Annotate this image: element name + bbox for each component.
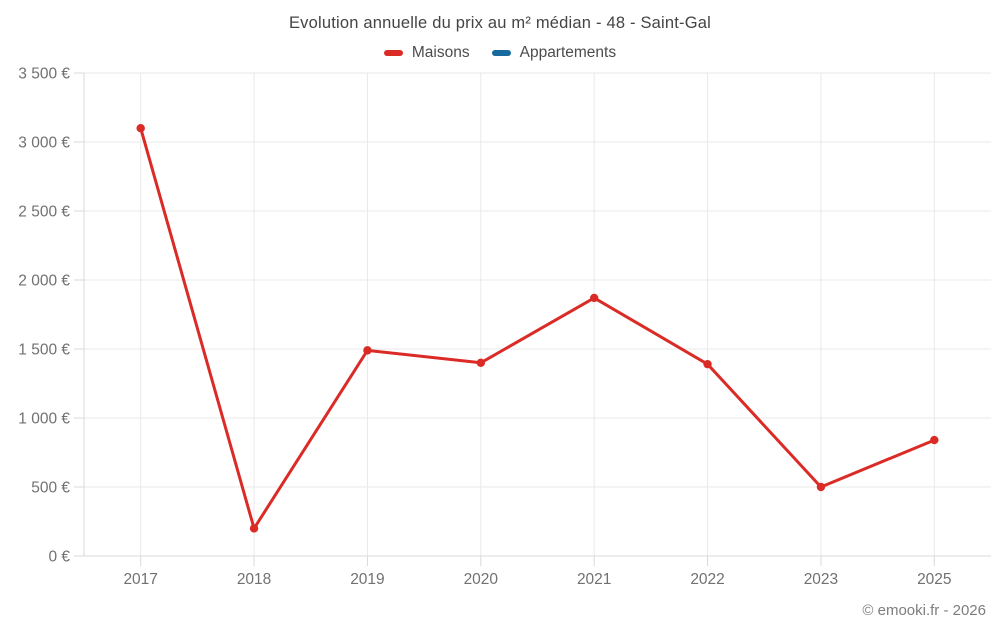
x-tick-label: 2025	[917, 571, 951, 588]
x-tick-label: 2018	[237, 571, 271, 588]
y-tick-label: 0 €	[48, 549, 70, 566]
data-point-maisons-2022	[703, 359, 712, 369]
maisons-swatch-icon	[383, 50, 403, 56]
y-tick-label: 2 500 €	[18, 204, 70, 221]
legend-item-appartements[interactable]: Appartements	[491, 44, 617, 62]
appartements-swatch-icon	[491, 50, 511, 56]
data-point-maisons-2018	[249, 524, 259, 533]
chart-title: Evolution annuelle du prix au m² médian …	[288, 14, 712, 32]
y-tick-label: 3 000 €	[18, 135, 70, 152]
x-axis-labels: 2017 2018 2019 2020 2021 2022 2023 2025	[123, 571, 951, 588]
y-tick-label: 500 €	[31, 480, 70, 497]
legend-label-maisons: Maisons	[411, 44, 470, 61]
y-tick-label: 1 500 €	[18, 342, 70, 359]
data-point-maisons-2019	[363, 346, 372, 355]
copyright-text: © emooki.fr - 2026	[862, 602, 986, 619]
axis-ticks	[74, 72, 935, 566]
gridlines	[84, 72, 991, 557]
y-tick-label: 1 000 €	[18, 411, 70, 428]
x-tick-label: 2017	[123, 571, 157, 588]
data-point-maisons-2020	[476, 358, 486, 367]
x-tick-label: 2021	[577, 571, 611, 588]
legend-label-appartements: Appartements	[519, 44, 617, 61]
data-point-maisons-2023	[816, 482, 826, 492]
series-line-maisons	[139, 126, 936, 530]
axis-lines	[83, 73, 991, 557]
x-tick-label: 2020	[464, 571, 499, 588]
data-point-maisons-2017	[136, 124, 145, 133]
legend-item-maisons[interactable]: Maisons	[383, 44, 470, 62]
y-tick-label: 3 500 €	[18, 66, 70, 83]
series-maisons	[136, 124, 939, 533]
x-tick-label: 2022	[690, 571, 724, 588]
x-tick-label: 2023	[804, 571, 838, 588]
x-tick-label: 2019	[350, 571, 384, 588]
data-point-maisons-2025	[930, 435, 939, 445]
y-tick-label: 2 000 €	[18, 273, 70, 290]
y-axis-labels: 0 € 500 € 1 000 € 1 500 € 2 000 € 2 500 € 3 00…	[18, 66, 70, 566]
chart-legend: Maisons Appartements	[0, 44, 1000, 62]
data-point-maisons-2021	[589, 293, 599, 303]
